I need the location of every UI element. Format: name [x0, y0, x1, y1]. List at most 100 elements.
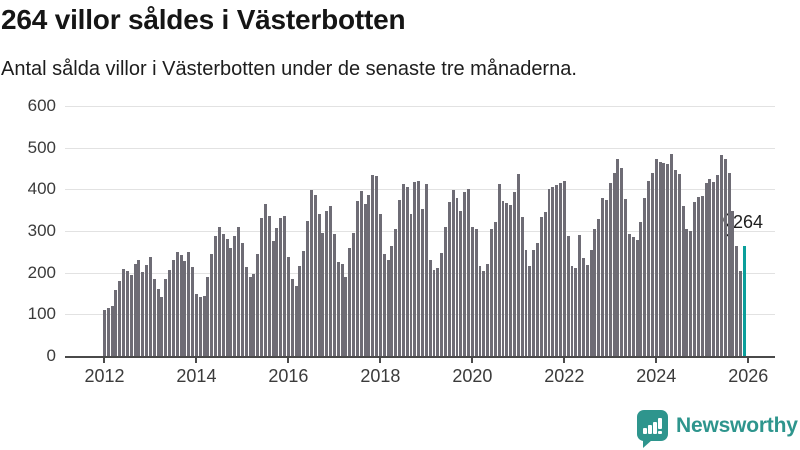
bar — [378, 214, 382, 356]
bar — [589, 249, 593, 356]
gridline — [65, 147, 775, 149]
bar — [520, 216, 524, 356]
bar — [382, 253, 386, 356]
bar — [329, 206, 333, 356]
bar — [398, 200, 401, 356]
bar — [256, 254, 260, 356]
bar — [620, 167, 624, 356]
bar — [325, 211, 329, 356]
bar — [141, 271, 145, 356]
bar — [221, 233, 225, 356]
bar — [279, 217, 283, 356]
bar — [244, 267, 248, 356]
bar — [164, 278, 168, 356]
bar — [635, 240, 639, 356]
bar — [723, 158, 727, 356]
bar — [283, 216, 287, 356]
y-axis-label: 600 — [27, 96, 56, 115]
bar — [696, 197, 700, 356]
bar — [463, 191, 467, 356]
bar — [114, 289, 118, 356]
bar — [332, 234, 336, 356]
chart-subtitle: Antal sålda villor i Västerbotten under … — [1, 58, 577, 80]
bar — [405, 187, 409, 356]
bar — [735, 245, 739, 356]
bar — [210, 254, 214, 356]
bar — [421, 208, 424, 356]
x-axis-label: 2016 — [268, 366, 309, 386]
bar — [217, 226, 221, 356]
bar — [616, 159, 620, 356]
bar — [551, 187, 555, 356]
x-axis-line — [65, 356, 775, 358]
x-axis-tick — [655, 358, 658, 363]
bar — [394, 229, 398, 356]
bar — [539, 216, 543, 356]
bar — [133, 263, 137, 356]
bar — [352, 232, 356, 356]
bar — [321, 232, 325, 356]
bar — [643, 198, 647, 356]
bar — [486, 263, 490, 356]
bar — [731, 210, 735, 356]
bar — [237, 226, 241, 356]
bar — [444, 226, 447, 356]
bar — [359, 191, 363, 356]
bar — [566, 236, 570, 356]
bar — [459, 211, 463, 356]
bar — [689, 231, 693, 356]
bar — [263, 204, 267, 356]
gridline — [65, 106, 775, 107]
bar — [110, 306, 114, 356]
bar — [428, 259, 432, 356]
y-axis-label: 0 — [46, 346, 56, 365]
bar — [647, 180, 651, 356]
bar — [578, 235, 582, 356]
bar — [375, 176, 378, 356]
bar — [601, 197, 605, 356]
bar — [693, 202, 697, 356]
brand-name: Newsworthy — [676, 413, 798, 437]
logo-exclamation-stroke — [658, 417, 662, 429]
bar — [650, 172, 654, 356]
bar-chart-plot: 264 0 100 200 300 400 500 600 2012 2014 2016 2018 2… — [27, 96, 775, 386]
x-axis-tick — [103, 358, 106, 363]
bar — [677, 173, 681, 356]
value-annotation: 264 — [733, 212, 764, 232]
bar — [490, 229, 493, 356]
bar — [482, 271, 486, 356]
x-axis-label: 2026 — [728, 366, 769, 386]
bar — [604, 199, 608, 356]
bar — [183, 261, 187, 356]
bar — [137, 260, 141, 356]
bar — [436, 268, 440, 356]
bar — [467, 188, 470, 356]
bar — [513, 191, 516, 356]
bar — [118, 280, 122, 356]
bar — [559, 183, 562, 356]
bar — [294, 285, 298, 356]
bar — [145, 265, 149, 356]
bar — [708, 179, 712, 356]
bar — [286, 257, 290, 356]
bar — [148, 256, 152, 356]
bar — [424, 184, 428, 356]
bar — [386, 260, 390, 356]
bar — [336, 262, 340, 356]
bar — [122, 268, 126, 356]
y-axis-label: 200 — [27, 262, 56, 282]
bar — [194, 293, 198, 356]
bar — [214, 236, 218, 356]
bar — [608, 183, 612, 356]
logo-bar-small — [643, 428, 647, 434]
bar — [719, 155, 723, 356]
bar — [624, 198, 628, 356]
bar — [593, 228, 597, 356]
bar — [673, 169, 677, 356]
bar — [160, 297, 164, 356]
newsworthy-logo: Newsworthy — [637, 410, 798, 448]
bar — [206, 277, 210, 356]
bar — [252, 273, 256, 356]
bar — [355, 201, 359, 356]
bar — [202, 296, 206, 356]
